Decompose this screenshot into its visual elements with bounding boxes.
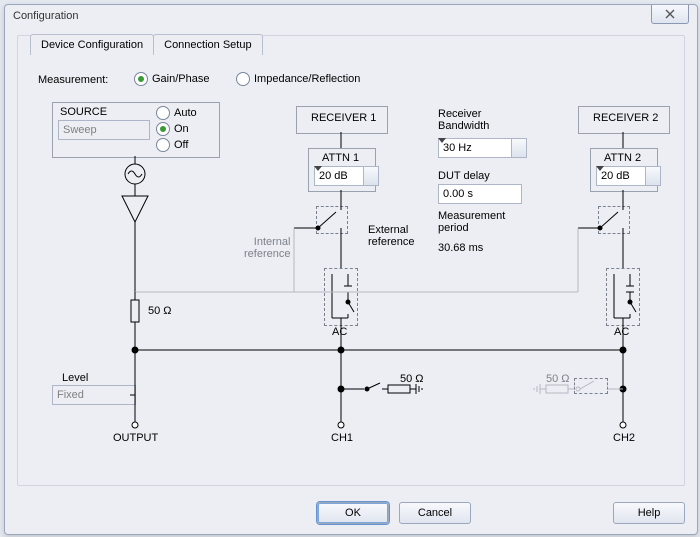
- tab-connection-setup-label: Connection Setup: [164, 39, 251, 51]
- config-dialog: Configuration Device Configuration Conne…: [4, 4, 698, 535]
- tab-device-config-label: Device Configuration: [41, 39, 143, 51]
- schematic-svg: [18, 56, 686, 486]
- tab-strip: Device Configuration Connection Setup: [30, 33, 262, 54]
- ok-label: OK: [345, 507, 361, 519]
- dialog-title: Configuration: [13, 10, 78, 22]
- close-button[interactable]: [651, 5, 689, 24]
- tab-device-config[interactable]: Device Configuration: [30, 34, 154, 55]
- cancel-label: Cancel: [418, 507, 452, 519]
- help-button[interactable]: Help: [613, 502, 685, 524]
- tab-connection-setup[interactable]: Connection Setup: [153, 34, 262, 55]
- tab-content: Measurement: Gain/Phase Impedance/Reflec…: [18, 56, 684, 485]
- titlebar: Configuration: [5, 5, 697, 27]
- help-label: Help: [638, 507, 661, 519]
- close-icon: [664, 9, 676, 19]
- ok-button[interactable]: OK: [317, 502, 389, 524]
- cancel-button[interactable]: Cancel: [399, 502, 471, 524]
- main-frame: Device Configuration Connection Setup Me…: [17, 35, 685, 486]
